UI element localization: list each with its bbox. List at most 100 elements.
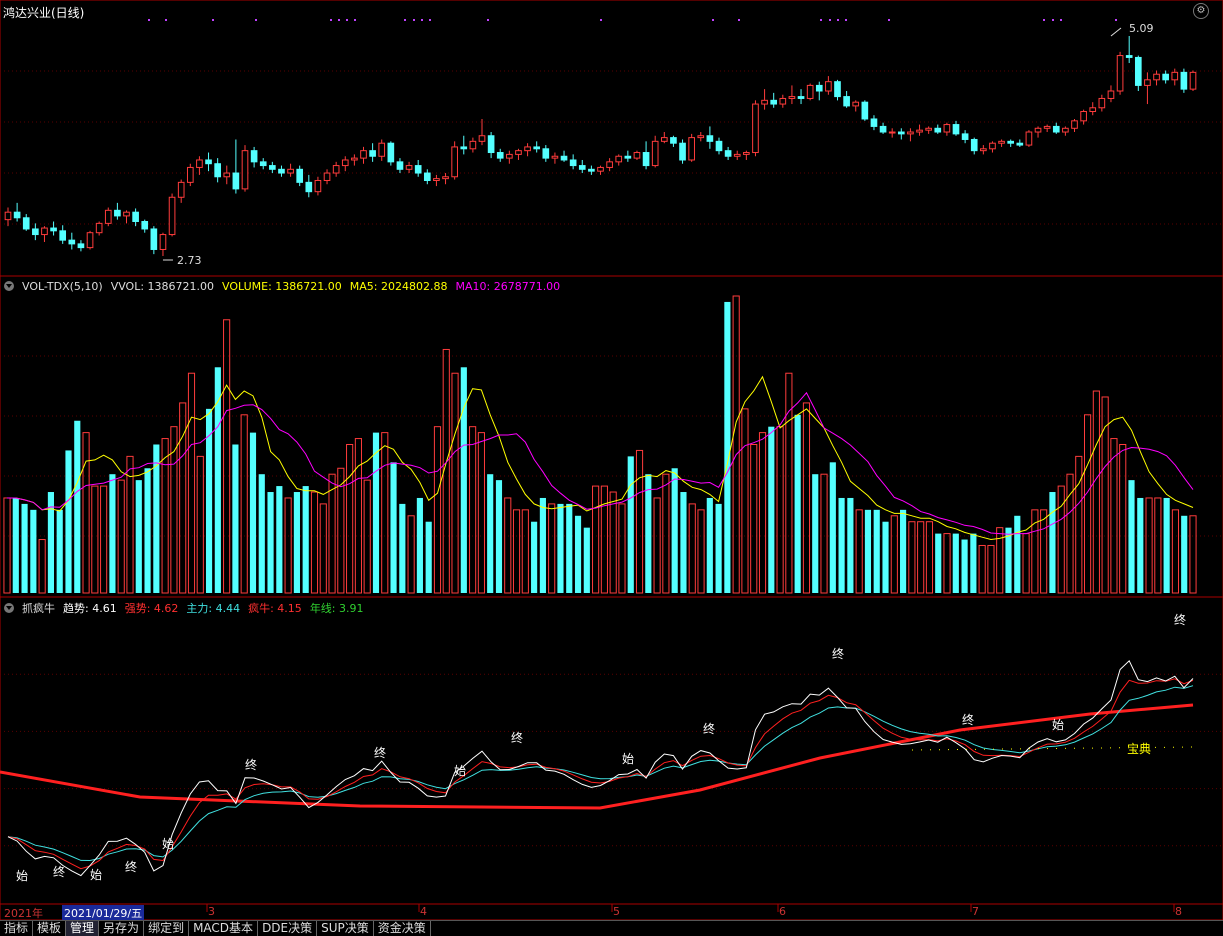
volume-bar (310, 491, 319, 594)
stock-title: 鸿达兴业(日线) (3, 5, 85, 20)
volume-bar (1128, 480, 1135, 593)
signal-dot (330, 19, 332, 21)
candle-body (387, 142, 395, 163)
candle-body (241, 150, 249, 190)
candle-body (606, 161, 613, 168)
candle-body (715, 140, 723, 152)
volume-bar (504, 497, 512, 594)
candle-body (123, 211, 130, 217)
panel-menu-icon[interactable] (4, 603, 14, 613)
signal-dot (487, 19, 489, 21)
candle-body (670, 137, 677, 144)
volume-bar (1101, 396, 1109, 594)
candle-body (934, 127, 942, 133)
volume-bar (645, 474, 652, 593)
volume-bar (284, 497, 292, 594)
signal-dot (829, 19, 831, 21)
tab-manage[interactable]: 管理 (66, 921, 100, 936)
candle-body (487, 135, 495, 154)
signal-dot (255, 19, 257, 21)
tab-macd[interactable]: MACD基本 (189, 921, 259, 936)
candle-body (332, 165, 340, 174)
candle-body (834, 81, 841, 98)
trend-value: 趋势: 4.61 (63, 602, 117, 615)
volume-bar (249, 432, 257, 593)
settings-icon[interactable]: ⚙ (1193, 3, 1209, 19)
candle-body (460, 146, 468, 150)
vol-indicator-name[interactable]: VOL-TDX(5,10) (22, 279, 103, 293)
volume-bar (161, 438, 169, 594)
volume-bar (521, 509, 529, 594)
candle-body (1171, 71, 1179, 81)
volume-bar (1075, 455, 1083, 594)
volume-bar (346, 444, 354, 594)
candle-body (660, 137, 668, 142)
volume-bar (627, 456, 634, 593)
volume-bar (609, 491, 617, 594)
candle-body (132, 211, 139, 223)
bottom-tab-bar: 指标 模板 管理 另存为 绑定到 MACD基本 DDE决策 SUP决策 资金决策 (0, 920, 1223, 936)
volume-bar (635, 449, 644, 594)
tab-save-as[interactable]: 另存为 (99, 921, 145, 936)
volume-bar (618, 503, 626, 594)
volume-bar (407, 515, 415, 594)
volume-bar (302, 486, 309, 593)
tab-indicator[interactable]: 指标 (0, 921, 34, 936)
signal-label: 终 (832, 646, 844, 661)
volume-bar (258, 474, 265, 593)
candle-body (633, 152, 641, 159)
signal-dot (212, 19, 214, 21)
signal-label: 始 (162, 837, 174, 851)
volume-bar (205, 408, 213, 593)
candle-body (588, 168, 595, 172)
tab-sup[interactable]: SUP决策 (317, 921, 374, 936)
tab-dde[interactable]: DDE决策 (258, 921, 318, 936)
volume-bar (688, 503, 696, 594)
ind-indicator-name[interactable]: 抓疯牛 (22, 602, 55, 615)
candle-body (205, 159, 212, 165)
tab-template[interactable]: 模板 (33, 921, 67, 936)
signal-dot (429, 19, 431, 21)
tab-fund[interactable]: 资金决策 (374, 921, 431, 936)
candle-body (278, 168, 285, 174)
candle-body (369, 150, 376, 157)
volume-bar (12, 497, 19, 593)
candle-body (1016, 142, 1024, 146)
candle-body (1153, 73, 1160, 81)
volume-bar (1031, 509, 1039, 594)
tab-bind-to[interactable]: 绑定到 (144, 921, 190, 936)
volume-bar (583, 527, 590, 593)
volume-bar (223, 319, 231, 594)
volume-bar (838, 497, 845, 593)
volume-bar (276, 486, 283, 593)
year-label: 2021年 (4, 907, 43, 920)
volume-bar (390, 462, 397, 593)
signal-dot (354, 19, 356, 21)
volume-bar (74, 420, 81, 593)
candle-body (259, 161, 267, 167)
candle-body (1071, 120, 1078, 129)
volume-bar (179, 402, 187, 594)
signal-label: 终 (245, 757, 257, 772)
volume-bar (1119, 444, 1127, 594)
volume-bar (715, 503, 722, 593)
volume-bar (978, 544, 986, 594)
volume-bar (600, 485, 608, 594)
candle-body (1089, 107, 1097, 113)
signal-label: 终 (703, 721, 715, 736)
volume-bar (662, 473, 670, 594)
candle-body (815, 84, 823, 92)
volume-bar (354, 438, 362, 594)
panel-menu-icon[interactable] (4, 281, 14, 291)
volume-bar (1022, 533, 1030, 594)
signal-label: 终 (125, 859, 137, 874)
signal-dot (738, 19, 740, 21)
volume-bar (732, 295, 740, 594)
candle-body (970, 138, 978, 152)
candle-body (223, 172, 231, 178)
signal-dot (712, 19, 714, 21)
candle-body (770, 99, 778, 105)
signal-dot (346, 19, 348, 21)
